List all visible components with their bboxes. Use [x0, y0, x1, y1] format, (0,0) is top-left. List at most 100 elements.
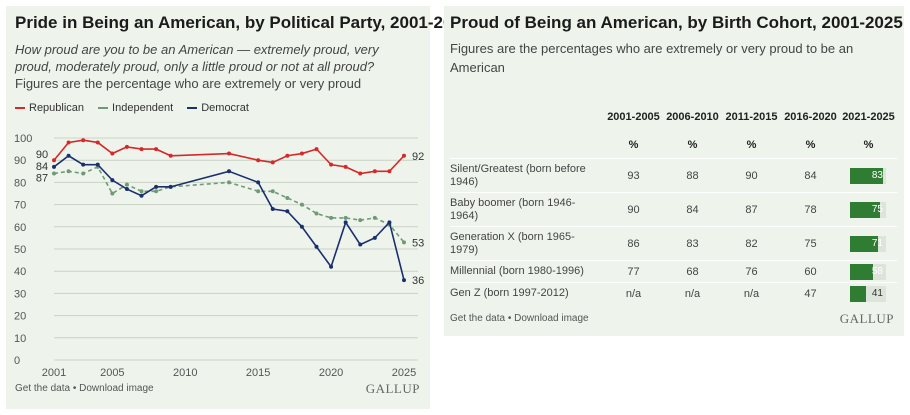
legend-swatch-democrat [187, 107, 198, 109]
table-cell: n/a [604, 282, 663, 305]
data-point-republican [285, 153, 290, 158]
table-row: Millennial (born 1980-1996) 77 68 76 60 58 [450, 260, 897, 283]
cohort-table-title: Proud of Being an American, by Birth Coh… [450, 13, 903, 32]
data-point-democrat [402, 278, 406, 283]
table-cell: 47 [781, 282, 840, 305]
end-value-label: 36 [412, 275, 424, 287]
table-cell: 78 [781, 192, 840, 227]
data-point-independent [343, 215, 348, 220]
data-point-republican [402, 153, 406, 158]
data-point-republican [227, 151, 231, 156]
data-point-republican [168, 153, 173, 158]
data-point-independent [81, 171, 86, 176]
start-value-label: 84 [36, 161, 48, 173]
table-cell: 88 [663, 158, 722, 193]
table-cell: 60 [781, 260, 840, 283]
legend-label-independent: Independent [112, 102, 174, 114]
table-cell: 82 [722, 226, 781, 261]
party-chart-note: Figures are the percentage who are extre… [15, 76, 362, 91]
x-tick-label: 2005 [100, 367, 124, 379]
column-header: 2011-2015 [725, 110, 778, 123]
table-cell: 83 [663, 226, 722, 261]
party-line-chart: 0 10 20 30 40 50 60 70 80 90 100 2001 2005 2010 2015 20… [14, 133, 424, 379]
data-point-democrat [285, 209, 290, 214]
cohort-table-panel: Proud of Being an American, by Birth Coh… [444, 6, 904, 336]
cohort-label: Generation X (born 1965-1979) [450, 226, 604, 261]
data-point-democrat [329, 264, 334, 269]
legend-democrat: Democrat [187, 102, 249, 114]
x-tick-label: 2010 [173, 367, 197, 379]
data-point-democrat [66, 153, 71, 158]
legend-label-democrat: Democrat [201, 102, 249, 114]
cohort-label: Gen Z (born 1997-2012) [450, 282, 604, 305]
column-header: 2016-2020 [784, 110, 837, 123]
table-cell: n/a [722, 282, 781, 305]
bar-track: 41 [850, 285, 886, 302]
data-point-democrat [139, 193, 144, 198]
footer-separator: • [72, 383, 77, 394]
table-header-row: 2001-2005 2006-2010 2011-2015 2016-2020 … [450, 102, 897, 132]
data-point-democrat [154, 184, 159, 189]
bar-cell: 75 [840, 192, 897, 227]
data-point-independent [124, 182, 129, 187]
party-chart-title: Pride in Being an American, by Political… [15, 13, 472, 32]
unit-label: % [863, 138, 874, 151]
party-chart-question: How proud are you to be an American — ex… [15, 42, 379, 74]
data-point-democrat [124, 187, 129, 192]
data-point-republican [343, 164, 348, 169]
get-data-link[interactable]: Get the data [450, 313, 506, 324]
start-value-label: 90 [36, 149, 48, 161]
cohort-label: Baby boomer (born 1946-1964) [450, 192, 604, 227]
legend-swatch-republican [15, 107, 25, 109]
table-cell: 90 [604, 192, 663, 227]
table-row: Baby boomer (born 1946-1964) 90 84 87 78 75 [450, 192, 897, 227]
party-chart-panel: Pride in Being an American, by Political… [6, 6, 471, 409]
table-row: Generation X (born 1965-1979) 86 83 82 75 71 [450, 226, 897, 261]
data-point-republican [81, 138, 86, 143]
legend-independent: Independent [98, 102, 173, 114]
x-tick-label: 2001 [42, 367, 66, 379]
get-data-link[interactable]: Get the data [15, 383, 71, 394]
cohort-table: 2001-2005 2006-2010 2011-2015 2016-2020 … [450, 102, 897, 305]
bar-value-label: 75 [871, 203, 883, 215]
start-value-label: 87 [36, 173, 48, 185]
data-point-republican [66, 140, 71, 145]
data-point-republican [154, 147, 159, 152]
bar-value-label: 58 [871, 265, 883, 277]
data-point-republican [372, 169, 377, 174]
y-tick-label: 10 [14, 333, 26, 345]
end-value-label: 53 [412, 237, 424, 249]
bar-value-label: 83 [871, 169, 883, 181]
download-image-link[interactable]: Download image [514, 313, 589, 324]
data-point-republican [95, 140, 100, 145]
bar-fill [850, 201, 880, 218]
table-row: Gen Z (born 1997-2012) n/a n/a n/a 47 41 [450, 282, 897, 305]
data-point-republican [299, 151, 304, 156]
y-tick-label: 20 [14, 311, 26, 323]
unit-label: % [687, 138, 698, 151]
data-point-independent [372, 215, 377, 220]
party-chart-footer: Get the data • Download image [15, 383, 154, 394]
data-point-independent [314, 211, 319, 216]
unit-label: % [628, 138, 639, 151]
table-cell: 76 [722, 260, 781, 283]
legend-swatch-independent [98, 107, 109, 109]
data-point-republican [387, 169, 392, 174]
y-tick-label: 30 [14, 288, 26, 300]
footer-separator: • [507, 313, 512, 324]
bar-value-label: 41 [871, 287, 883, 299]
data-point-democrat [81, 162, 86, 167]
download-image-link[interactable]: Download image [79, 383, 154, 394]
table-cell: n/a [663, 282, 722, 305]
y-tick-label: 70 [14, 200, 26, 212]
y-tick-label: 40 [14, 266, 26, 278]
unit-label: % [805, 138, 816, 151]
table-cell: 87 [722, 192, 781, 227]
table-cell: 84 [781, 158, 840, 193]
data-point-republican [124, 144, 129, 149]
y-tick-label: 90 [14, 155, 26, 167]
data-point-democrat [314, 244, 319, 249]
data-point-democrat [387, 220, 392, 225]
gallup-logo: GALLUP [839, 311, 894, 326]
table-unit-row: % % % % % [450, 132, 897, 159]
